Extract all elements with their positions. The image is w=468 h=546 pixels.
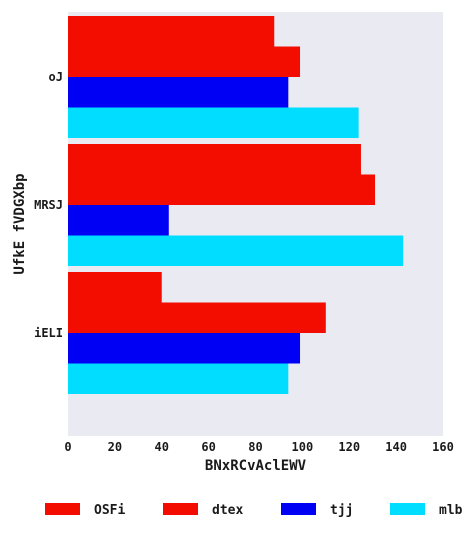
bar-mlb-MRSJ [68,235,404,266]
x-tick-label: 0 [64,440,71,454]
x-tick-label: 80 [248,440,262,454]
x-tick-label: 120 [338,440,360,454]
bar-mlb-iELI [68,363,289,394]
x-tick-label: 160 [432,440,454,454]
bars [68,16,404,394]
bar-tjj-iELI [68,333,301,364]
legend-label-dtex: dtex [212,503,243,518]
legend-swatch-tjj [281,503,316,515]
bar-OSFi-oJ [68,16,275,47]
y-axis-title: UfkE fVDGXbp [12,173,28,274]
legend-swatch-OSFi [45,503,80,515]
x-tick-label: 40 [155,440,169,454]
bar-dtex-oJ [68,46,301,77]
bar-dtex-MRSJ [68,174,376,205]
x-tick-label: 20 [108,440,122,454]
y-tick-label: iELI [34,326,63,340]
y-tick-label: oJ [49,70,63,84]
legend-swatch-mlb [390,503,425,515]
bar-OSFi-MRSJ [68,144,361,175]
x-tick-label: 100 [292,440,314,454]
bar-tjj-oJ [68,77,289,108]
x-tick-labels: 0 20 40 60 80 100 120 140 160 [64,440,453,454]
x-axis-title: BNxRCvAclEWV [205,458,307,474]
bar-tjj-MRSJ [68,205,169,236]
bar-dtex-iELI [68,302,326,333]
legend-swatch-dtex [163,503,198,515]
x-tick-label: 60 [201,440,215,454]
y-tick-label: MRSJ [34,198,63,212]
legend-label-OSFi: OSFi [94,503,125,518]
bar-mlb-oJ [68,107,359,138]
y-tick-labels: oJ MRSJ iELI [34,70,63,340]
x-tick-label: 140 [385,440,407,454]
legend-label-mlb: mlb [439,503,463,518]
bar-OSFi-iELI [68,272,162,303]
legend: OSFi dtex tjj mlb [45,503,463,518]
legend-label-tjj: tjj [330,503,353,518]
